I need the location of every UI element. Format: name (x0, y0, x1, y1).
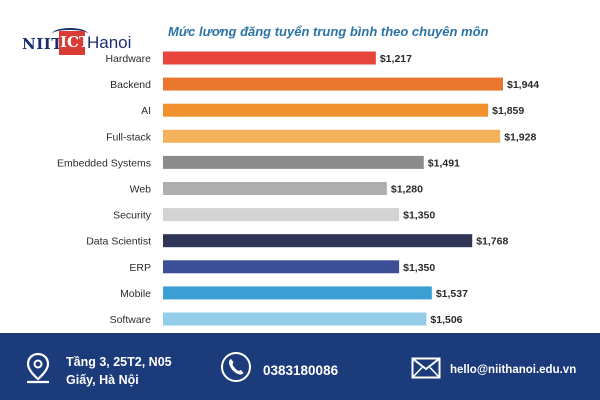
bar-1 (163, 77, 503, 91)
category-label-5: Web (130, 184, 152, 196)
category-label-4: Embedded Systems (57, 157, 151, 169)
category-label-8: ERP (129, 262, 151, 274)
bar-8 (163, 260, 400, 274)
logo-hanoi: Hanoi (87, 33, 132, 52)
category-label-10: Software (110, 314, 152, 326)
logo-swoosh (52, 28, 88, 40)
value-label-0: $1,217 (380, 53, 412, 65)
phone-icon (221, 352, 251, 382)
category-label-7: Data Scientist (86, 236, 151, 248)
value-label-9: $1,537 (436, 288, 468, 300)
bar-7 (163, 234, 473, 248)
bar-3 (163, 129, 501, 143)
value-label-4: $1,491 (428, 157, 460, 169)
value-label-8: $1,350 (403, 262, 435, 274)
chart-title: Mức lương đăng tuyển trung bình theo chu… (168, 24, 489, 39)
bar-6 (163, 208, 400, 222)
logo-ict: ICT (60, 33, 91, 51)
bar-9 (163, 286, 432, 300)
category-label-1: Backend (110, 79, 151, 91)
contact-footer: Tầng 3, 25T2, N05 Giấy, Hà Nội 038318008… (0, 333, 600, 400)
bar-4 (163, 155, 424, 169)
value-label-2: $1,859 (492, 105, 524, 117)
logo-ict-box (59, 31, 85, 55)
category-label-3: Full-stack (106, 131, 152, 143)
category-label-0: Hardware (105, 53, 151, 65)
location-icon (26, 352, 50, 384)
bar-chart: Hardware $1,217 Backend $1,944 AI $1,859 Full-… (57, 51, 539, 326)
category-label-9: Mobile (120, 288, 151, 300)
value-label-6: $1,350 (403, 210, 435, 222)
phone-number[interactable]: 0383180086 (263, 363, 339, 378)
value-label-3: $1,928 (504, 131, 536, 143)
bar-2 (163, 103, 489, 117)
bar-5 (163, 182, 387, 195)
mail-icon (411, 357, 441, 379)
email-address[interactable]: hello@niithanoi.edu.vn (450, 364, 577, 376)
category-label-2: AI (141, 105, 151, 117)
address-line-2: Giấy, Hà Nội (66, 373, 139, 387)
value-label-5: $1,280 (391, 184, 423, 196)
bar-10 (163, 312, 427, 326)
value-label-7: $1,768 (476, 236, 508, 248)
value-label-1: $1,944 (507, 79, 539, 91)
logo-niit: NIIT (22, 35, 63, 53)
bar-0 (163, 51, 376, 65)
value-label-10: $1,506 (430, 314, 462, 326)
address-line-1: Tầng 3, 25T2, N05 (66, 355, 172, 369)
category-label-6: Security (113, 210, 152, 222)
